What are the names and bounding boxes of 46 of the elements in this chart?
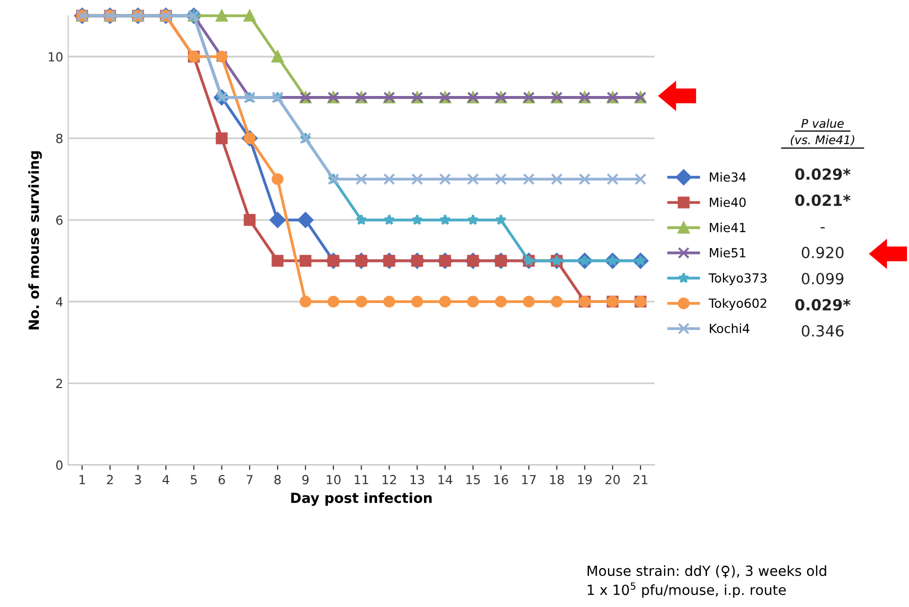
legend-label: Mie51 — [710, 248, 746, 258]
x-tick-label: 17 — [522, 475, 536, 484]
x-tick-label: 4 — [162, 475, 170, 484]
x-axis-title: Day post infection — [291, 492, 432, 506]
text: 0.099 — [802, 272, 844, 284]
text: 0.029* — [795, 168, 850, 180]
y-tick-label: 4 — [56, 297, 63, 306]
x-tick-label: 1 — [80, 475, 85, 484]
text: P value — [801, 118, 844, 128]
x-tick-label: 3 — [134, 474, 141, 484]
legend-label: Mie40 — [710, 197, 746, 208]
x-tick-label: 7 — [246, 475, 253, 484]
text: Mouse strain: ddY (♀), 3 weeks old 1 x 10$^{5}$ pfu/mouse, i.p. route — [588, 565, 826, 598]
x-tick-label: 19 — [578, 474, 592, 484]
text: 0.920 — [802, 246, 844, 258]
legend-label: Tokyo602 — [708, 298, 766, 310]
x-tick-label: 8 — [274, 474, 281, 484]
y-tick-label: 0 — [56, 460, 62, 470]
text: (vs. Mie41) — [790, 135, 854, 146]
x-tick-label: 10 — [326, 474, 341, 484]
x-tick-label: 2 — [106, 474, 113, 484]
x-tick-label: 15 — [466, 475, 480, 484]
x-tick-label: 9 — [302, 474, 309, 484]
text: 0.021* — [795, 194, 850, 206]
legend-label: Tokyo373 — [708, 273, 767, 286]
y-tick-label: 8 — [56, 134, 62, 144]
x-tick-label: 14 — [438, 475, 452, 484]
x-tick-label: 5 — [190, 475, 197, 484]
y-axis-title: No. of mouse surviving — [28, 151, 42, 330]
x-tick-label: 21 — [633, 474, 648, 484]
x-tick-label: 11 — [354, 475, 368, 484]
text: 0.029* — [795, 298, 850, 311]
x-tick-label: 20 — [606, 474, 620, 484]
x-tick-label: 13 — [410, 474, 424, 484]
y-tick-label: 2 — [56, 378, 62, 388]
text: - — [820, 227, 825, 228]
x-tick-label: 6 — [218, 474, 225, 484]
text: 0.346 — [802, 325, 844, 337]
x-tick-label: 18 — [550, 474, 564, 484]
y-tick-label: 10 — [48, 52, 62, 62]
legend-label: Mie34 — [710, 172, 746, 182]
x-tick-label: 16 — [494, 474, 508, 484]
x-tick-label: 12 — [382, 474, 396, 484]
y-tick-label: 6 — [56, 215, 63, 225]
legend-label: Mie41 — [710, 222, 746, 232]
legend-label: Kochi4 — [710, 323, 750, 334]
